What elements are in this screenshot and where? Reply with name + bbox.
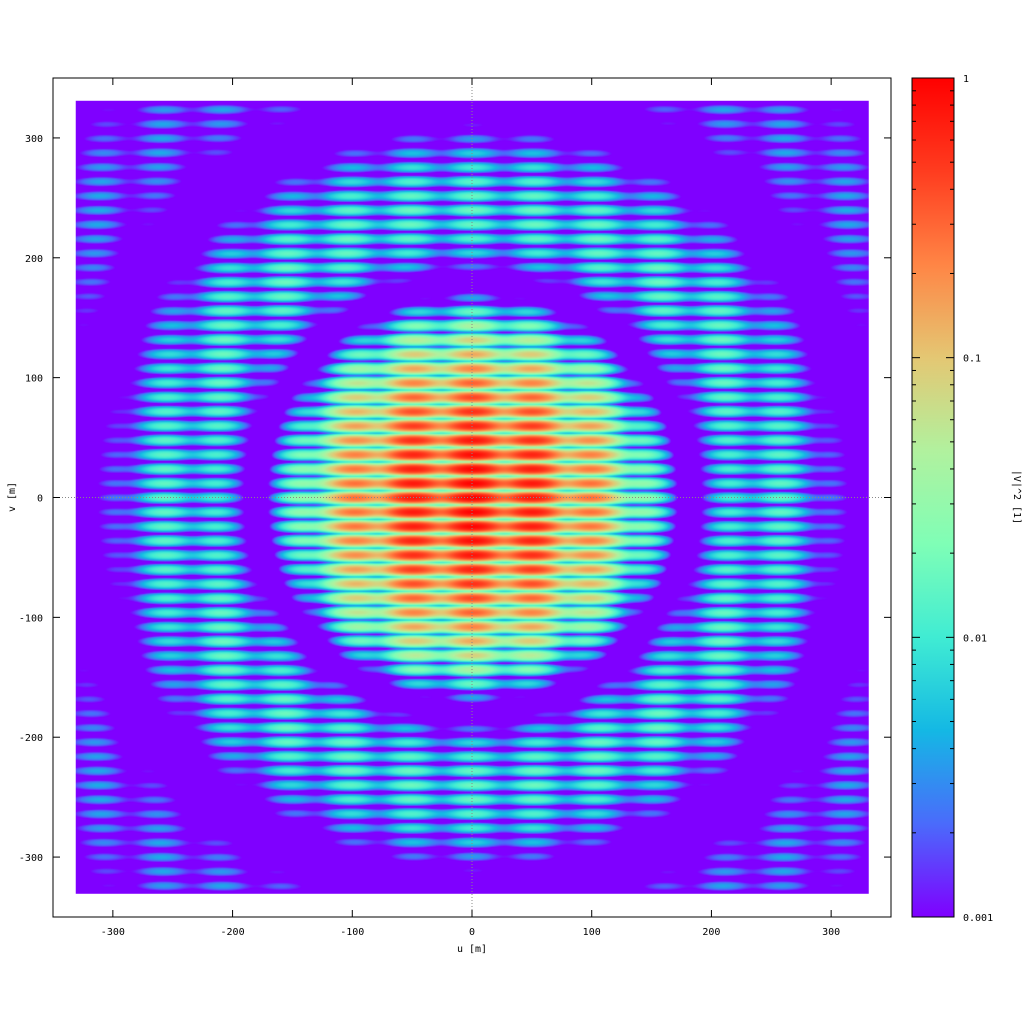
x-tick-label: 100 xyxy=(583,927,601,938)
x-tick-label: 300 xyxy=(822,927,840,938)
colorbar-label: |V|^2 [1] xyxy=(1011,470,1022,524)
heatmap xyxy=(75,100,869,894)
colorbar-tick-label: 0.1 xyxy=(963,354,981,365)
x-tick-label: 200 xyxy=(702,927,720,938)
y-tick-label: 200 xyxy=(25,254,43,265)
colorbar-tick-label: 0.01 xyxy=(963,633,987,644)
x-tick-label: -200 xyxy=(221,927,245,938)
colorbar xyxy=(912,78,954,917)
colorbar-tick-label: 1 xyxy=(963,74,969,85)
y-tick-label: -100 xyxy=(19,613,43,624)
y-tick-label: 300 xyxy=(25,134,43,145)
colorbar-frame xyxy=(911,77,955,918)
x-axis-ticks: -300 -200 -100 0 100 200 300 xyxy=(101,78,840,938)
x-tick-label: -100 xyxy=(340,927,364,938)
y-tick-label: -200 xyxy=(19,733,43,744)
x-tick-label: -300 xyxy=(101,927,125,938)
y-tick-label: 100 xyxy=(25,374,43,385)
y-tick-label: 0 xyxy=(37,494,43,505)
y-axis-ticks: -300 -200 -100 0 100 200 300 xyxy=(19,134,891,864)
colorbar-tick-label: 0.001 xyxy=(963,913,993,924)
heatmap-image xyxy=(75,100,869,894)
y-tick-label: -300 xyxy=(19,853,43,864)
x-tick-label: 0 xyxy=(469,927,475,938)
y-axis-label: v [m] xyxy=(7,482,18,512)
colorbar-ticks: 0.001 0.01 0.1 1 xyxy=(912,74,993,924)
x-axis-label: u [m] xyxy=(457,944,487,955)
